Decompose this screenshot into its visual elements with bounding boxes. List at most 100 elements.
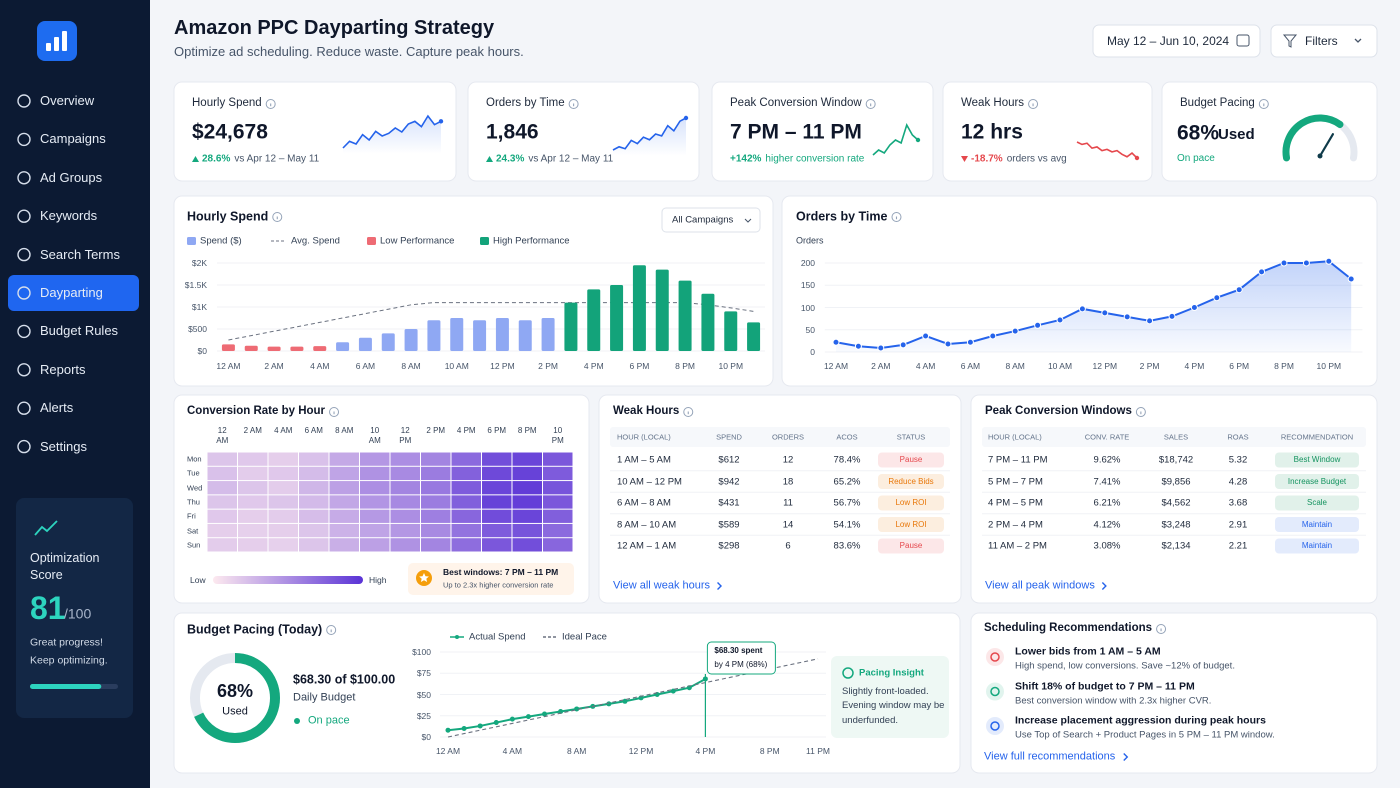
x-tick-label: 4 AM xyxy=(915,360,936,371)
heatmap-cell xyxy=(207,523,237,538)
heatmap-cell xyxy=(207,466,237,481)
point xyxy=(606,701,612,707)
heatmap-cell xyxy=(329,481,359,495)
heatmap-cell xyxy=(421,509,451,523)
color-scale xyxy=(213,576,363,584)
budget-note: Daily Budget xyxy=(293,691,356,704)
table-cell: 14 xyxy=(782,518,794,530)
rec-icon-bg xyxy=(986,717,1004,735)
nav-item[interactable]: Keywords xyxy=(40,208,98,224)
table-cell: $2,134 xyxy=(1161,540,1191,552)
heatmap-cell xyxy=(543,495,573,509)
kpi-card xyxy=(942,81,1153,182)
table-cell: 2.21 xyxy=(1228,540,1248,552)
nav-item[interactable]: Budget Rules xyxy=(40,323,119,339)
date-range[interactable]: May 12 – Jun 10, 2024 xyxy=(1107,33,1230,48)
card-title: Weak Hours xyxy=(613,405,680,418)
heatmap-cell xyxy=(299,538,329,552)
table-cell: $4,562 xyxy=(1161,497,1191,509)
table-cell: 2.91 xyxy=(1228,518,1248,530)
column-label: 2 PM xyxy=(426,426,446,435)
rec-icon xyxy=(990,721,1000,731)
annotation: by 4 PM (68%) xyxy=(714,660,768,670)
column-label: 10 AM xyxy=(368,426,381,446)
star xyxy=(419,573,429,582)
kpi-change: 28.6% xyxy=(202,153,231,165)
y-tick-label: $1.5K xyxy=(184,279,207,290)
status-label: Pause xyxy=(899,455,923,465)
rec-title: Shift 18% of budget to 7 PM – 11 PM xyxy=(1015,680,1195,693)
point xyxy=(1190,304,1198,311)
heatmap-cell xyxy=(482,523,512,538)
table-cell: 6 AM – 8 AM xyxy=(617,497,671,509)
column-header: HOUR (LOCAL) xyxy=(617,432,671,442)
donut-unit: Used xyxy=(222,705,248,718)
status-label: Scale xyxy=(1306,498,1328,508)
nav-item[interactable]: Dayparting xyxy=(40,285,103,301)
x-tick-label: 12 PM xyxy=(490,360,515,371)
bar xyxy=(221,344,235,351)
y-tick-label: $2K xyxy=(191,257,207,268)
kpi-arrow xyxy=(192,156,199,162)
nav-item[interactable]: Alerts xyxy=(40,400,74,416)
heatmap-cell xyxy=(207,481,237,495)
kpi-value: 1,846 xyxy=(486,120,539,144)
nav-item[interactable]: Ad Groups xyxy=(40,170,103,185)
column-label: 8 AM xyxy=(335,426,354,435)
budget-status: On pace xyxy=(308,714,350,727)
column-header: STATUS xyxy=(896,432,926,442)
rec-icon-bg xyxy=(986,648,1004,666)
callout xyxy=(408,563,574,595)
link[interactable]: View all weak hours xyxy=(613,579,711,592)
nav-icon xyxy=(17,132,31,147)
legend-label: High Performance xyxy=(493,235,570,247)
nav-item[interactable]: Overview xyxy=(40,93,95,109)
heatmap-cell xyxy=(207,538,237,552)
heatmap-cell xyxy=(207,509,237,523)
nav-item[interactable]: Campaigns xyxy=(40,131,106,147)
legend-high: High xyxy=(369,574,387,585)
page-subtitle: Optimize ad scheduling. Reduce waste. Ca… xyxy=(174,44,524,60)
card-title: Peak Conversion Windows xyxy=(985,405,1132,418)
nav-icon xyxy=(17,247,31,262)
dropdown-label[interactable]: All Campaigns xyxy=(672,214,734,226)
gauge-needle xyxy=(1318,133,1335,158)
heatmap-cell xyxy=(451,509,481,523)
row-label: Thu xyxy=(187,497,200,507)
y-tick-label: $75 xyxy=(416,668,431,679)
nav-item[interactable]: Settings xyxy=(40,438,87,454)
insight-box xyxy=(831,656,949,738)
status-label: Maintain xyxy=(1301,541,1333,551)
kpi-card xyxy=(173,81,457,182)
filters[interactable]: Filters xyxy=(1305,33,1338,48)
point xyxy=(1168,312,1176,320)
x-tick-label: 8 AM xyxy=(567,745,587,756)
status-pill xyxy=(1275,517,1359,532)
info-icon xyxy=(1258,99,1269,109)
nav-item[interactable]: Search Terms xyxy=(40,246,120,262)
bar xyxy=(495,318,509,351)
link[interactable]: View full recommendations xyxy=(984,750,1116,763)
point xyxy=(477,723,483,729)
point xyxy=(461,726,467,731)
sparkline-end xyxy=(683,115,689,121)
link[interactable]: View all peak windows xyxy=(985,579,1095,592)
rec-icon xyxy=(990,652,1000,662)
x-tick-label: 6 AM xyxy=(355,360,376,371)
heatmap-cell xyxy=(329,523,359,538)
kpi-arrow xyxy=(961,156,968,162)
x-tick-label: 4 PM xyxy=(1184,360,1205,371)
table-cell: 3.68 xyxy=(1228,497,1248,509)
table-cell: 5.32 xyxy=(1228,454,1248,466)
x-tick-label: 4 PM xyxy=(695,745,716,756)
bar xyxy=(632,265,646,351)
nav-item[interactable]: Reports xyxy=(40,362,86,377)
kpi-change-row: 28.6% vs Apr 12 – May 11 xyxy=(202,154,319,165)
chevron xyxy=(1101,582,1107,590)
point xyxy=(509,716,515,722)
heatmap-cell xyxy=(482,495,512,509)
status-pill xyxy=(1275,495,1359,511)
heatmap-cell xyxy=(512,509,542,523)
bar xyxy=(313,346,327,351)
info-icon xyxy=(326,625,337,635)
